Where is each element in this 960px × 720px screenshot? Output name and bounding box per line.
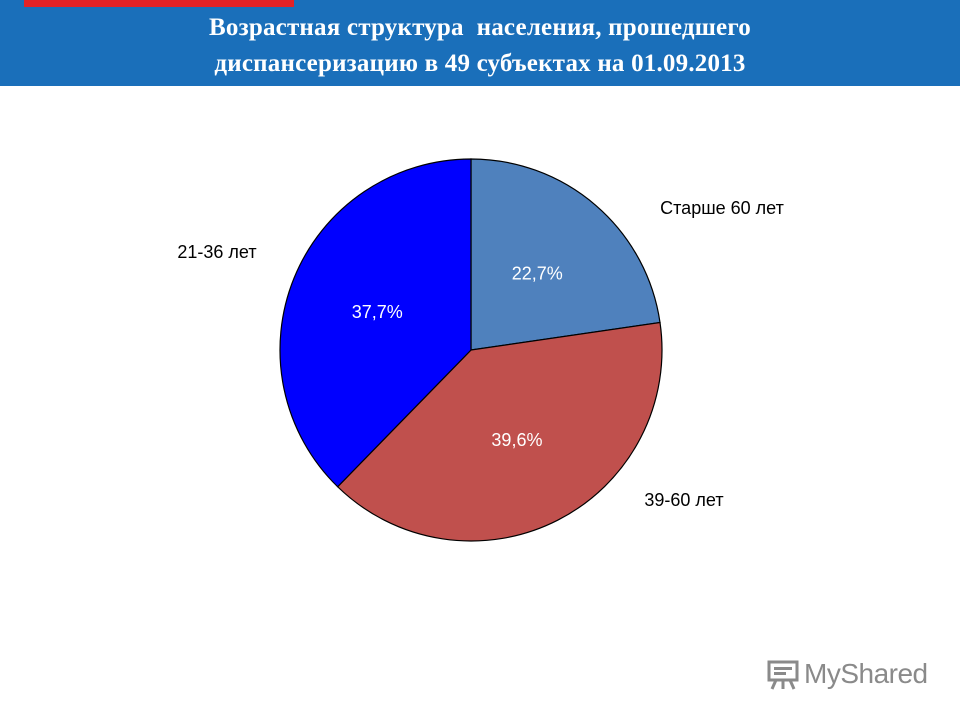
- accent-bar: [24, 0, 294, 7]
- pie-slice: [470, 158, 661, 351]
- pie-data-label: 22,7%: [512, 263, 563, 283]
- pie-slices: [279, 158, 663, 542]
- title-line-1: Возрастная структура населения, прошедше…: [209, 14, 751, 41]
- pie-category-label: 21-36 лет: [177, 242, 256, 262]
- header-band: [0, 0, 960, 86]
- pie-slice: [336, 321, 663, 542]
- pie-data-label: 37,7%: [352, 302, 403, 322]
- watermark-text: MyShared: [804, 658, 928, 689]
- pie-data-labels: 22,7% 39,6% 37,7%: [352, 263, 563, 450]
- pie-slice: [279, 158, 472, 488]
- page-title: Возрастная структура населения, прошедше…: [60, 10, 900, 82]
- presentation-board-icon: [767, 660, 799, 690]
- watermark: MyShared: [766, 654, 928, 694]
- pie-category-label: 39-60 лет: [644, 490, 723, 510]
- pie-category-label: Старше 60 лет: [660, 198, 784, 218]
- pie-category-labels: Старше 60 лет 39-60 лет 21-36 лет: [177, 198, 783, 510]
- pie-data-label: 39,6%: [491, 430, 542, 450]
- title-line-2: диспансеризацию в 49 субъектах на 01.09.…: [214, 50, 746, 77]
